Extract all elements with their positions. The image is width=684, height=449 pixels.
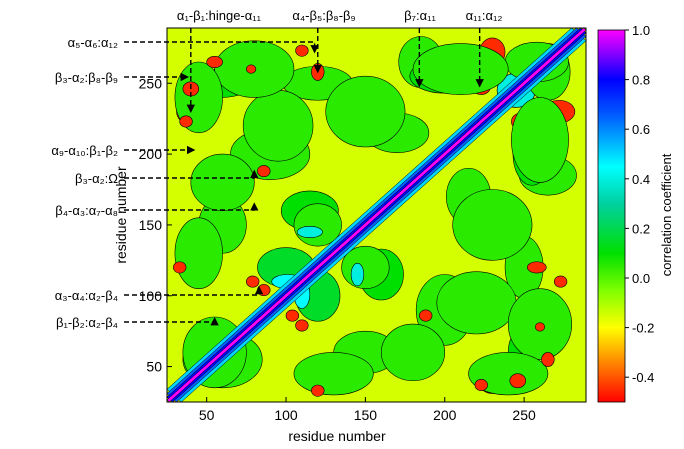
colorbar-tick-label: 0.4 [632, 172, 650, 187]
correlation-region [541, 352, 555, 367]
heatmap-plot-area [167, 28, 586, 402]
annotation-label: α₉-α₁₀:β₁-β₂ [51, 143, 118, 158]
x-axis-label: residue number [288, 428, 386, 444]
x-tick-label: 50 [199, 407, 215, 423]
correlation-region [246, 64, 257, 74]
diagonal-band-level [167, 28, 586, 402]
y-tick-label: 50 [146, 359, 162, 375]
correlation-region [452, 189, 533, 261]
annotation-label: α₄-β₅:β₈-β₉ [292, 8, 355, 23]
annotation-label: α₁-β₁:hinge-α₁₁ [177, 8, 262, 23]
correlation-region [242, 90, 314, 162]
plot-frame [166, 27, 587, 403]
colorbar-tick-label: 0.6 [632, 122, 650, 137]
correlation-region [474, 379, 488, 391]
colorbar-tick-label: 0.2 [632, 221, 650, 236]
y-tick-label: 200 [139, 146, 163, 162]
correlation-region [295, 319, 309, 332]
diagonal-band [167, 28, 586, 402]
y-tick-label: 250 [139, 75, 163, 91]
correlation-region [246, 275, 260, 288]
colorbar-tick-label: -0.4 [632, 370, 654, 385]
colorbar: 1.0 0.8 0.6 0.4 0.2 0.0 -0.2 -0.4 correlation c… [597, 23, 674, 403]
colorbar-label: correlation coefficient [659, 153, 674, 276]
correlation-region [325, 75, 406, 148]
correlation-region [257, 165, 271, 178]
correlation-region [534, 322, 546, 332]
correlation-region [350, 262, 365, 287]
correlation-region [380, 323, 446, 382]
correlation-region [419, 309, 433, 322]
correlation-region [511, 97, 569, 183]
correlation-region [509, 373, 526, 389]
colorbar-tick-label: 0.0 [632, 271, 650, 286]
annotation-label: α₃-α₄:α₂-β₄ [55, 288, 118, 303]
correlation-region [295, 44, 309, 57]
correlation-region [179, 115, 193, 128]
correlation-region [311, 384, 325, 397]
annotation-leader-line [124, 317, 219, 326]
colorbar-gradient [597, 29, 626, 403]
x-tick-label: 200 [433, 407, 457, 423]
y-axis-label: residue number [113, 166, 129, 264]
annotation-label: α₅-α₆:α₁₂ [68, 35, 118, 50]
annotations: α₅-α₆:α₁₂ β₃-α₂:β₈-β₉ α₉-α₁₀:β₁-β₂ β₃-α₂:Ω β… [51, 8, 502, 330]
correlation-region [436, 271, 517, 335]
colorbar-tick-label: 0.8 [632, 73, 650, 88]
correlation-region [190, 153, 255, 212]
correlation-region [412, 43, 509, 95]
x-tick-label: 100 [274, 407, 298, 423]
annotation-label: β₃-α₂:β₈-β₉ [55, 70, 118, 85]
annotation-leader-line [124, 285, 264, 296]
colorbar-tick-label: -0.2 [632, 321, 654, 336]
colorbar-tick-label: 1.0 [632, 23, 650, 38]
x-axis-ticks: 50 100 150 200 250 [199, 397, 536, 423]
annotation-label: β₇:α₁₁ [404, 8, 436, 23]
correlation-region [296, 226, 323, 238]
correlation-region [285, 309, 300, 322]
y-tick-label: 150 [139, 217, 163, 233]
colorbar-ticks: 1.0 0.8 0.6 0.4 0.2 0.0 -0.2 -0.4 [625, 23, 654, 385]
correlation-region [553, 275, 568, 288]
x-tick-label: 250 [512, 407, 536, 423]
y-axis-ticks: 50 100 150 200 250 [139, 75, 172, 375]
annotation-label: β₄-α₃:α₇-α₈ [55, 203, 118, 218]
annotation-label: α₁₁:α₁₂ [466, 8, 503, 23]
correlation-region [526, 261, 547, 274]
annotation-leader-line [124, 169, 259, 179]
correlation-region [468, 352, 549, 396]
x-tick-label: 150 [354, 407, 378, 423]
correlation-region [173, 261, 187, 274]
annotation-label: β₁-β₂:α₂-β₄ [56, 315, 118, 330]
correlation-region [174, 217, 223, 289]
correlation-region [293, 352, 374, 396]
correlation-region [206, 56, 223, 68]
y-tick-label: 100 [139, 288, 163, 304]
annotation-leader-line [124, 202, 259, 211]
annotation-label: β₃-α₂:Ω [75, 171, 118, 186]
